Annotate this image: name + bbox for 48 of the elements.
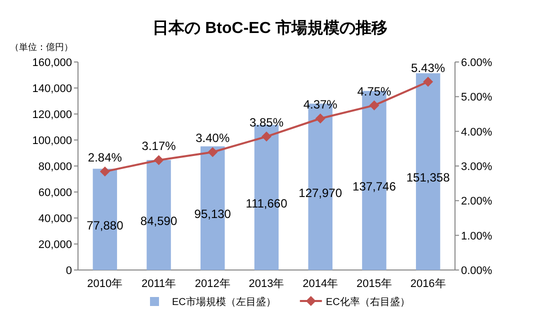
point: [315, 114, 326, 124]
y2-tick-label: 0.00%: [461, 265, 492, 277]
x-tick-label: 2016年: [410, 278, 446, 290]
point: [154, 155, 164, 166]
data-label: 2.84%: [88, 150, 122, 165]
y2-tick-label: 5.00%: [461, 92, 492, 104]
data-label: 5.43%: [411, 60, 446, 75]
chart-title: 日本の BtoC-EC 市場規模の推移: [152, 19, 388, 37]
point: [262, 132, 272, 142]
data-label: 3.85%: [249, 116, 284, 130]
x-tick-label: 2012年: [194, 278, 230, 290]
y-tick-label: 80,000: [38, 161, 72, 173]
x-tick-label: 2011年: [141, 278, 176, 290]
data-label: 111,660: [246, 196, 288, 210]
y-tick-label: 140,000: [32, 83, 72, 95]
x-tick-label: 2013年: [248, 278, 284, 290]
x-tick-label: 2015年: [356, 278, 392, 290]
y-tick-label: 160,000: [32, 57, 72, 69]
legend-label: EC市場規模（左目盛）: [172, 296, 276, 308]
point: [369, 100, 380, 110]
x-tick-label: 2010年: [87, 278, 123, 290]
y2-tick-label: 4.00%: [461, 126, 492, 138]
data-label: 95,130: [194, 207, 232, 222]
point: [100, 166, 110, 177]
y-tick-label: 60,000: [38, 187, 72, 199]
y-tick-label: 0: [66, 265, 72, 277]
data-label: 127,970: [298, 186, 342, 200]
legend-label: EC化率（右目盛）: [326, 296, 410, 308]
y-tick-label: 40,000: [38, 213, 72, 225]
y-tick-label: 20,000: [38, 239, 72, 251]
point: [208, 147, 218, 158]
data-label: 3.17%: [142, 139, 176, 154]
y2-tick-label: 1.00%: [461, 230, 492, 242]
y2-tick-label: 3.00%: [461, 161, 492, 173]
x-tick-label: 2014年: [302, 278, 338, 290]
y2-tick-label: 6.00%: [461, 57, 492, 69]
data-label: 151,358: [406, 170, 450, 185]
y-tick-label: 100,000: [32, 135, 72, 147]
data-label: 77,880: [86, 218, 124, 232]
data-label: 84,590: [140, 214, 178, 228]
y-tick-label: 120,000: [32, 109, 72, 121]
y-axis-title: （単位：億円）: [10, 42, 73, 52]
data-label: 137,746: [352, 179, 396, 194]
point: [423, 76, 434, 87]
data-label: 4.75%: [357, 84, 392, 98]
data-label: 4.37%: [303, 98, 338, 112]
y2-tick-label: 2.00%: [461, 196, 492, 208]
data-label: 3.40%: [196, 131, 230, 146]
